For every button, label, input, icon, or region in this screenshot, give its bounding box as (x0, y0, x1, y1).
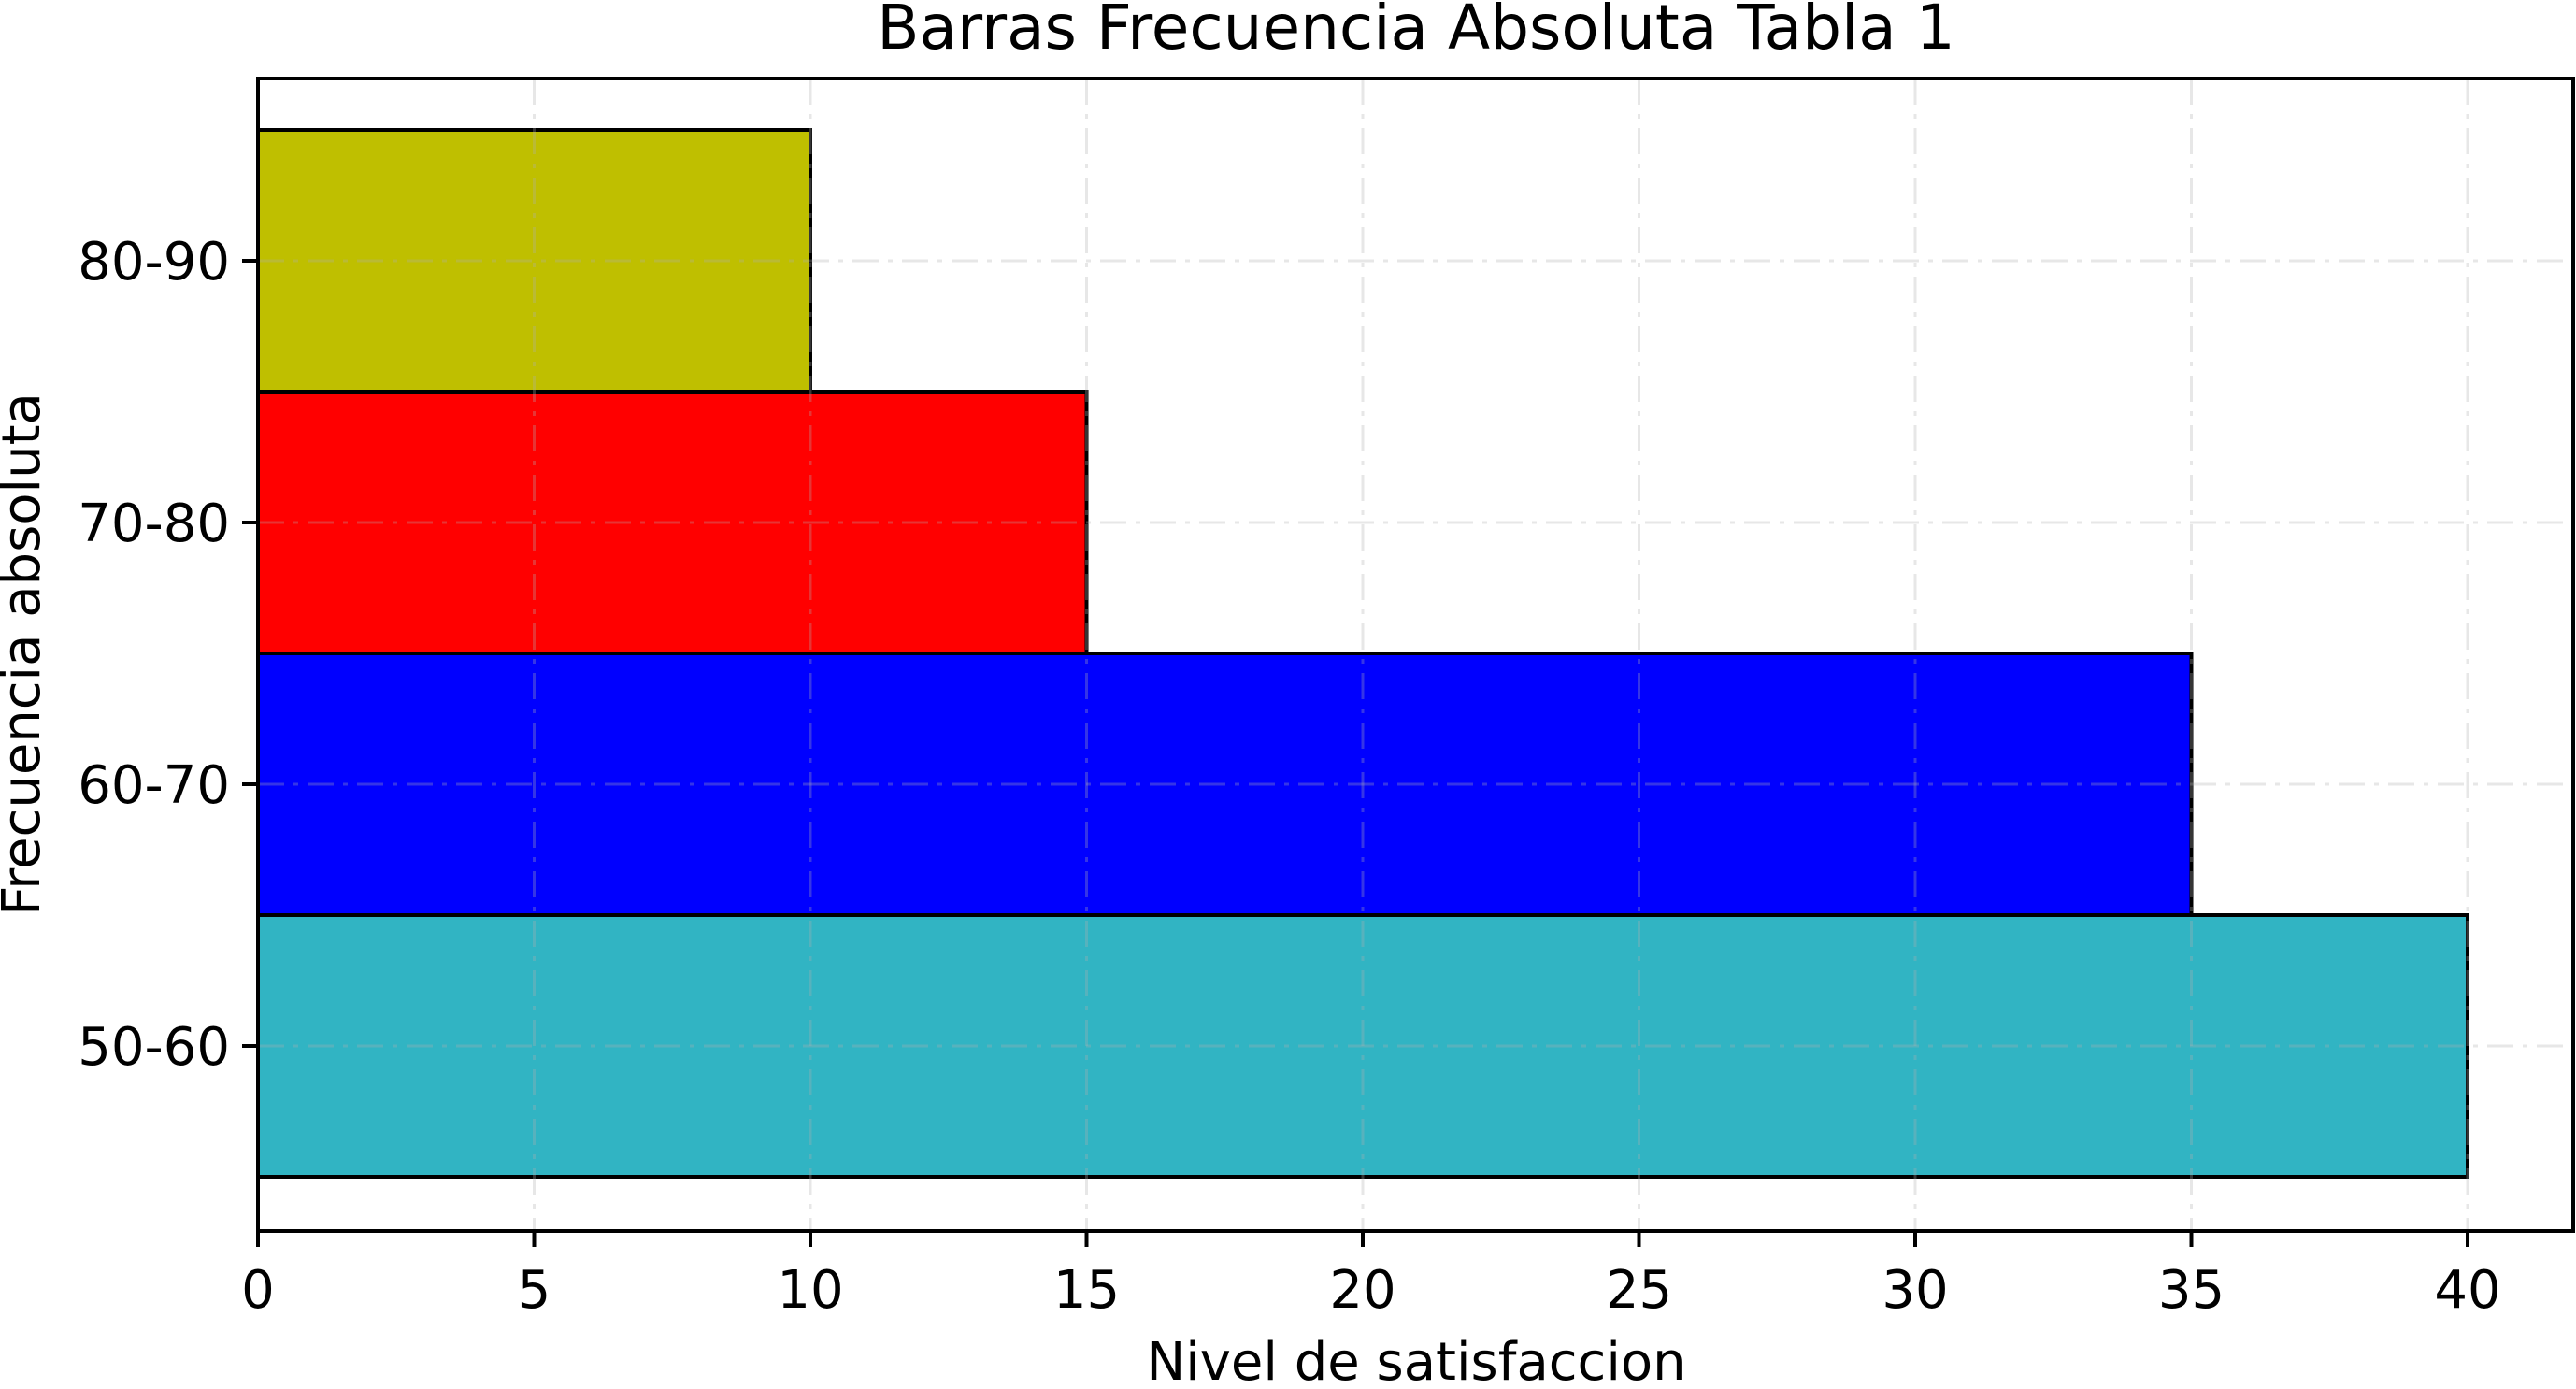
x-tick-label: 25 (1606, 1260, 1672, 1321)
x-tick-label: 40 (2434, 1260, 2500, 1321)
bars-group (256, 128, 2469, 1179)
x-tick-label: 30 (1882, 1260, 1948, 1321)
y-axis-label: Frecuencia absoluta (0, 393, 52, 916)
x-tick-label: 10 (777, 1260, 843, 1321)
y-tick-label: 50-60 (78, 1017, 230, 1078)
x-tick-label: 0 (241, 1260, 275, 1321)
bar-50-60 (256, 913, 2469, 1179)
x-tick-label: 35 (2158, 1260, 2225, 1321)
x-axis-ticks: 0 5 10 15 20 25 30 35 40 (241, 1231, 2501, 1321)
y-tick-label: 80-90 (78, 232, 230, 293)
x-tick-label: 5 (518, 1260, 551, 1321)
y-tick-label: 60-70 (78, 755, 230, 816)
x-tick-label: 15 (1053, 1260, 1120, 1321)
bar-60-70 (256, 652, 2194, 917)
y-axis-ticks: 50-60 60-70 70-80 80-90 (78, 232, 258, 1078)
axes-frame (256, 77, 2575, 1233)
chart-title: Barras Frecuencia Absoluta Tabla 1 (877, 0, 1954, 64)
x-tick-label: 20 (1329, 1260, 1395, 1321)
y-tick-label: 70-80 (78, 494, 230, 554)
x-axis-label: Nivel de satisfaccion (1146, 1332, 1685, 1389)
bar-80-90 (256, 128, 812, 394)
